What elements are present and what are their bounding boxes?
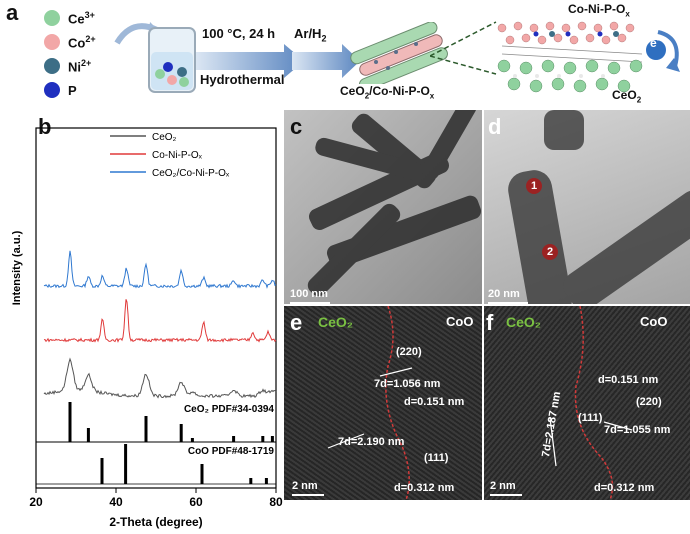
series-line-1 xyxy=(43,299,277,343)
panel-d-scale-bar xyxy=(488,302,528,304)
series-line-0 xyxy=(43,250,277,289)
panel-a-label: a xyxy=(6,0,19,25)
panel-e-d1: d=0.151 nm xyxy=(404,396,465,408)
interface-lattice-model xyxy=(497,21,643,93)
interface-boundary xyxy=(327,306,413,500)
panel-e-phase-left: CeO₂ xyxy=(318,314,354,330)
panel-e-plane1: (220) xyxy=(396,346,422,358)
marker-1: 1 xyxy=(526,178,542,194)
panel-f-phase-right: CoO xyxy=(640,314,668,329)
legend-ni: Ni2+ xyxy=(44,54,114,78)
nanorod-cluster-image xyxy=(350,22,448,84)
beaker-icon xyxy=(148,27,196,93)
x-tick-label-60: 60 xyxy=(189,495,203,509)
panel-e-scale-bar xyxy=(292,494,324,496)
step1-condition: 100 °C, 24 h xyxy=(202,26,276,41)
legend-p: P xyxy=(44,78,114,102)
x-tick-label-80: 80 xyxy=(269,495,283,509)
plot-frame xyxy=(35,127,277,489)
legend-label-0: CeO₂ xyxy=(152,132,177,143)
panel-c-label: c xyxy=(290,114,303,139)
panel-e-scale: 2 nm xyxy=(292,480,318,492)
panel-e-spacing1: 7d=1.056 nm xyxy=(374,378,441,390)
electron-transfer-icon xyxy=(646,30,680,72)
bottom-layer-label: CeO2 xyxy=(612,88,642,105)
product-label: CeO2/Co-Ni-P-Ox xyxy=(340,84,435,101)
panel-e-label: e xyxy=(290,310,303,335)
top-layer-label: Co-Ni-P-Ox xyxy=(568,2,630,19)
panel-e-d2: d=0.312 nm xyxy=(394,482,455,494)
ion-legend: Ce3+ Co2+ Ni2+ P xyxy=(44,6,114,102)
y-axis-label: Intensity (a.u.) xyxy=(11,230,23,305)
zoom-lines xyxy=(430,21,497,75)
panel-f-plane1: (111) xyxy=(578,412,603,424)
x-tick-label-40: 40 xyxy=(109,495,123,509)
panel-c-tem-image xyxy=(284,110,482,304)
panel-d-tem-image xyxy=(484,110,690,304)
panel-f-label: f xyxy=(486,310,494,335)
ni-ion-icon xyxy=(44,58,60,74)
ceo2-ref-label: CeO₂ PDF#34-0394 xyxy=(184,404,274,415)
legend-ce: Ce3+ xyxy=(44,6,114,30)
panel-f-phase-left: CeO₂ xyxy=(506,314,542,330)
process-arrow-1 xyxy=(196,44,304,78)
panel-e-hrtem-image xyxy=(284,306,482,500)
coo-ref-label: CoO PDF#48-1719 xyxy=(188,446,275,457)
panel-f-spacing2: 7d=1.055 nm xyxy=(604,424,671,436)
panel-f-plane2: (220) xyxy=(636,396,662,408)
panel-f-hrtem-image xyxy=(484,306,690,500)
process-arrow-2 xyxy=(292,44,360,78)
nanorod-closeup-texture xyxy=(508,110,690,304)
legend-label-2: CeO₂/Co-Ni-P-Oₓ xyxy=(152,168,230,179)
panel-e-plane2: (111) xyxy=(424,452,449,464)
legend-co: Co2+ xyxy=(44,30,114,54)
panel-d-scale: 20 nm xyxy=(488,288,520,300)
panel-f-scale: 2 nm xyxy=(490,480,516,492)
panel-f-d2: d=0.312 nm xyxy=(594,482,655,494)
p-ion-icon xyxy=(44,82,60,98)
panel-c-scale-bar xyxy=(290,302,330,304)
panel-e-spacing2: 7d=2.190 nm xyxy=(338,436,405,448)
panel-f-d1: d=0.151 nm xyxy=(598,374,659,386)
legend-label-1: Co-Ni-P-Oₓ xyxy=(152,150,203,161)
panel-b-label: b xyxy=(38,114,52,139)
xrd-chart: 20 40 60 80 2-Theta (degree) Intensity (a.u.)… xyxy=(11,127,283,529)
x-axis-label: 2-Theta (degree) xyxy=(109,515,202,529)
interface-boundary-f xyxy=(549,306,633,500)
co-ion-icon xyxy=(44,34,60,50)
panel-e-phase-right: CoO xyxy=(446,314,474,329)
electron-label: e- xyxy=(650,35,660,50)
panel-f-scale-bar xyxy=(490,494,522,496)
step2-condition: Ar/H2 xyxy=(294,26,327,44)
x-tick-label-20: 20 xyxy=(29,495,43,509)
step1-name: Hydrothermal xyxy=(200,72,285,87)
series-line-2 xyxy=(43,357,277,399)
nanorods-tem-texture xyxy=(307,110,482,297)
panel-c-scale: 100 nm xyxy=(290,288,328,300)
ce-ion-icon xyxy=(44,10,60,26)
panel-a: a Ce3+ Co2+ Ni2+ P xyxy=(0,0,690,108)
marker-2: 2 xyxy=(542,244,558,260)
panel-d-label: d xyxy=(488,114,502,139)
